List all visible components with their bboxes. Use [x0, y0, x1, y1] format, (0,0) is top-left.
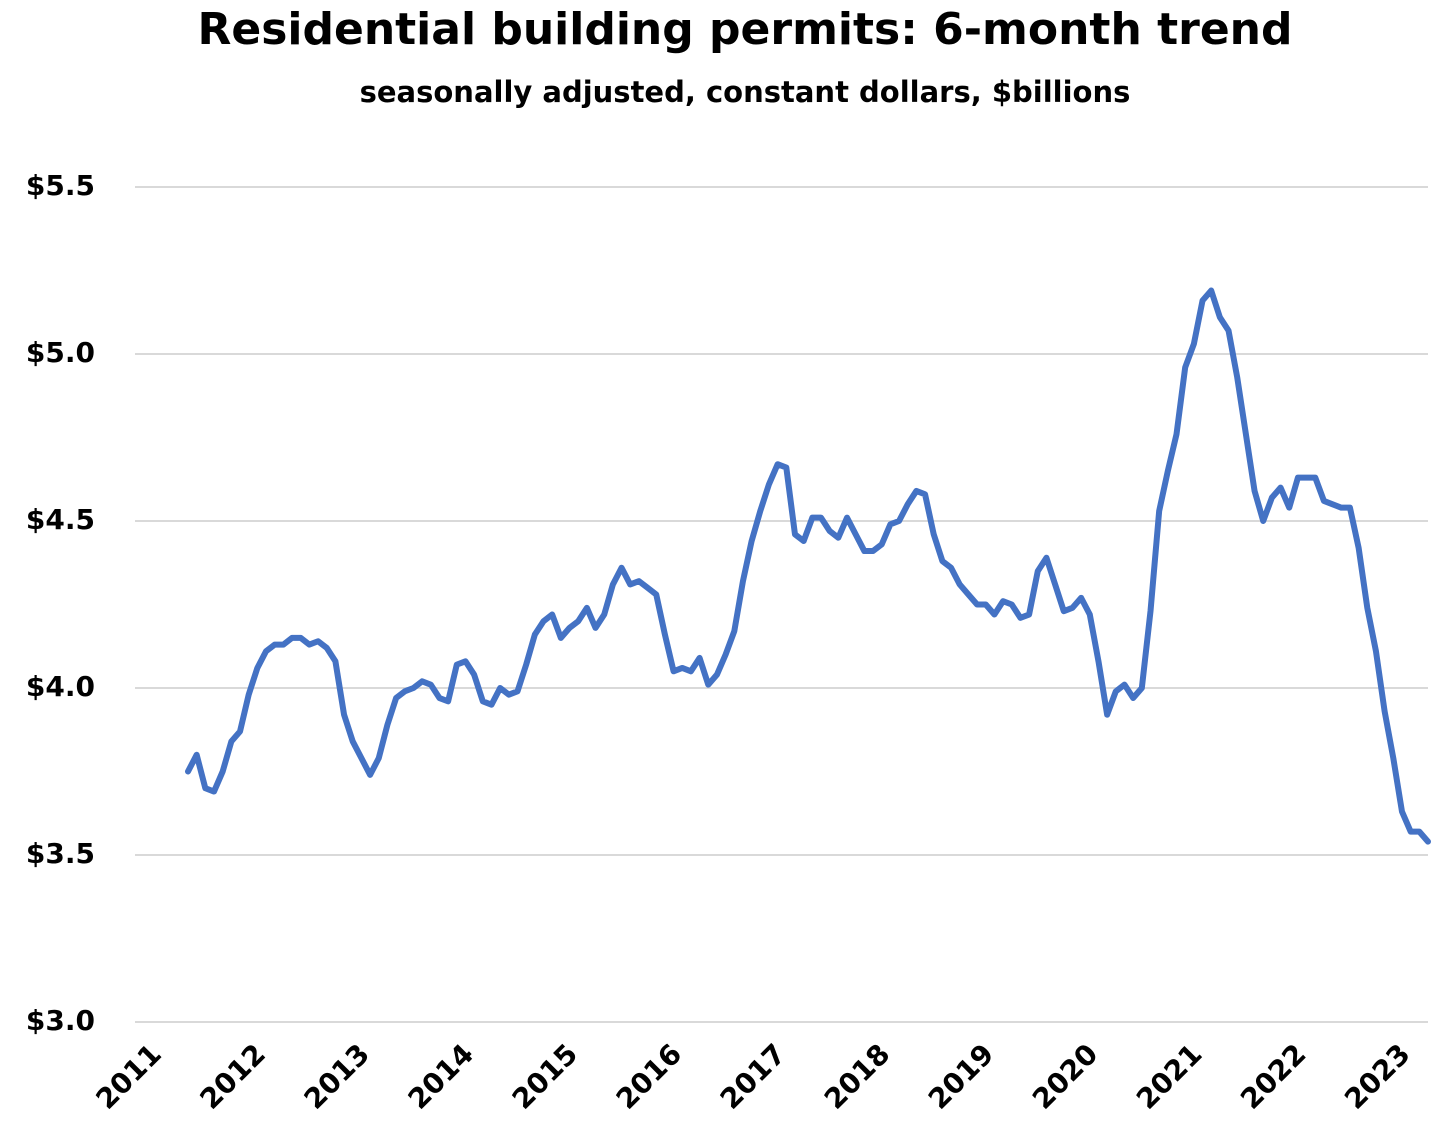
y-tick-label: $3.0	[26, 1004, 95, 1037]
data-line	[184, 287, 1431, 845]
x-tick-label: 2013	[298, 1037, 376, 1115]
x-tick-label: 2016	[610, 1037, 688, 1115]
x-tick-label: 2011	[89, 1037, 167, 1115]
x-tick-label: 2023	[1338, 1037, 1416, 1115]
x-tick-label: 2015	[506, 1037, 584, 1115]
y-tick-label: $5.0	[26, 336, 95, 369]
chart-title: Residential building permits: 6-month tr…	[197, 4, 1292, 55]
y-tick-label: $4.5	[26, 503, 95, 536]
y-tick-label: $4.0	[26, 670, 95, 703]
x-tick-label: 2022	[1234, 1037, 1312, 1115]
x-tick-label: 2017	[714, 1037, 792, 1115]
y-tick-label: $3.5	[26, 837, 95, 870]
x-tick-label: 2021	[1130, 1037, 1208, 1115]
x-tick-label: 2012	[194, 1037, 272, 1115]
x-tick-label: 2018	[818, 1037, 896, 1115]
chart-subtitle: seasonally adjusted, constant dollars, $…	[360, 75, 1131, 109]
y-tick-label: $5.5	[26, 169, 95, 202]
x-tick-label: 2020	[1026, 1037, 1104, 1115]
x-tick-label: 2019	[922, 1037, 1000, 1115]
x-tick-label: 2014	[402, 1037, 480, 1115]
